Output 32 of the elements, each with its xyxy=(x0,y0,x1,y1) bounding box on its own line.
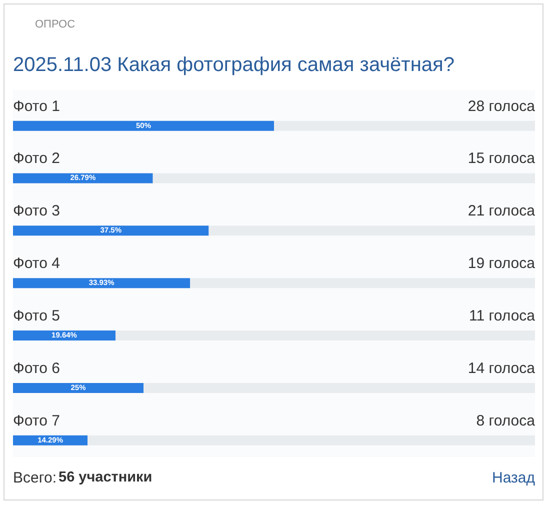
bar xyxy=(274,120,535,131)
text: Назад xyxy=(492,470,536,486)
bar xyxy=(88,435,535,446)
text: Всего: xyxy=(13,470,56,486)
bar xyxy=(116,330,535,341)
text: ОПРОС xyxy=(35,18,76,30)
annotation: 21 голоса xyxy=(468,202,536,220)
bar xyxy=(13,120,274,131)
y-tick-label: Фото 6 xyxy=(13,360,60,377)
text: 56 участники xyxy=(58,470,152,486)
y-tick-label: Фото 1 xyxy=(13,98,60,115)
y-tick-label: Фото 4 xyxy=(13,255,60,272)
bar xyxy=(190,278,535,288)
annotation: 28 голоса xyxy=(468,98,536,115)
y-tick-label: Фото 7 xyxy=(13,412,60,430)
y-tick-label: Фото 5 xyxy=(13,308,60,325)
annotation: 15 голоса xyxy=(468,150,536,168)
annotation: 19 голоса xyxy=(468,255,536,272)
bar xyxy=(13,382,144,393)
bar xyxy=(13,278,190,288)
chart-title: 2025.11.03 Какая фотография самая зачётная? xyxy=(13,54,454,76)
bar xyxy=(152,173,535,184)
bar xyxy=(144,382,535,393)
bar xyxy=(208,226,535,236)
annotation: 11 голоса xyxy=(469,308,536,325)
bar xyxy=(13,330,116,341)
annotation: 8 голоса xyxy=(476,412,536,430)
y-tick-label: Фото 3 xyxy=(13,202,60,220)
annotation: 14 голоса xyxy=(468,360,536,377)
bar xyxy=(13,226,209,236)
bar xyxy=(13,173,153,184)
y-tick-label: Фото 2 xyxy=(13,150,60,168)
